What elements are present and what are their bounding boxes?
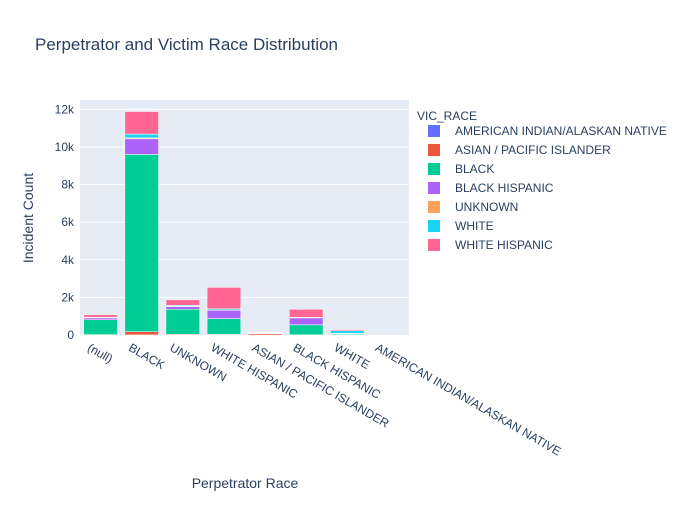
bar-segment (125, 154, 159, 331)
y-tick-label: 10k (55, 140, 75, 154)
bar-segment (84, 318, 118, 320)
bar-segment (289, 318, 323, 325)
legend-label: WHITE (455, 219, 494, 233)
legend-swatch (428, 163, 440, 175)
y-axis-title: Incident Count (20, 173, 36, 263)
x-axis-title: Perpetrator Race (192, 475, 299, 491)
bar-stack (330, 330, 364, 335)
bar-segment (166, 309, 200, 334)
bar-segment (125, 332, 159, 335)
bar-segment (330, 330, 364, 331)
legend-swatch (428, 182, 440, 194)
y-tick-label: 0 (67, 328, 74, 342)
bar-segment (289, 325, 323, 335)
y-tick-label: 12k (55, 102, 75, 116)
y-tick-label: 6k (61, 215, 75, 229)
chart-title: Perpetrator and Victim Race Distribution (35, 35, 338, 54)
legend-item[interactable]: BLACK (428, 162, 494, 176)
legend-swatch (428, 220, 440, 232)
legend-label: UNKNOWN (455, 200, 518, 214)
bar-stack (207, 287, 241, 335)
bar-segment (84, 320, 118, 335)
legend-label: ASIAN / PACIFIC ISLANDER (455, 143, 611, 157)
bar-segment (166, 307, 200, 310)
bar-segment (330, 331, 364, 334)
bar-segment (84, 315, 118, 317)
bar-segment (289, 309, 323, 317)
bar-stack (248, 333, 282, 335)
bar-stack (84, 315, 118, 335)
bar-segment (125, 139, 159, 155)
bar-segment (125, 134, 159, 138)
legend-swatch (428, 239, 440, 251)
bar-segment (125, 112, 159, 135)
legend-swatch (428, 125, 440, 137)
bar-stack (125, 112, 159, 335)
legend-label: WHITE HISPANIC (455, 238, 553, 252)
bar-segment (207, 310, 241, 318)
legend-swatch (428, 201, 440, 213)
legend-item[interactable]: WHITE (428, 219, 494, 233)
legend-label: AMERICAN INDIAN/ALASKAN NATIVE (455, 124, 667, 138)
bar-segment (207, 319, 241, 335)
bar-segment (166, 300, 200, 305)
legend-item[interactable]: ASIAN / PACIFIC ISLANDER (428, 143, 611, 157)
bar-stack (166, 300, 200, 335)
y-tick-label: 2k (61, 290, 75, 304)
legend-title: VIC_RACE (417, 109, 477, 123)
y-tick-label: 8k (61, 178, 75, 192)
legend-label: BLACK HISPANIC (455, 181, 554, 195)
legend-item[interactable]: AMERICAN INDIAN/ALASKAN NATIVE (428, 124, 667, 138)
bar-stack (289, 309, 323, 335)
legend-swatch (428, 144, 440, 156)
legend-label: BLACK (455, 162, 494, 176)
bar-segment (207, 287, 241, 308)
y-tick-label: 4k (61, 253, 75, 267)
